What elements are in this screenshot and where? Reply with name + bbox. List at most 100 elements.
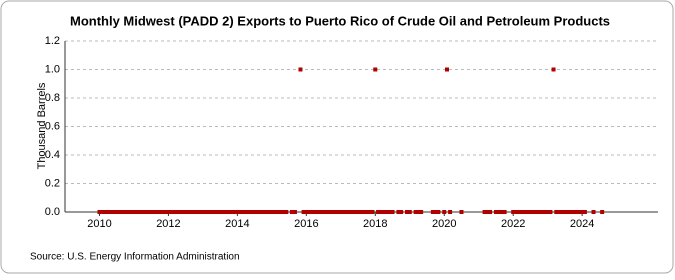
marker: [513, 210, 518, 214]
marker: [499, 210, 504, 214]
y-tick-label: 1.2: [45, 35, 60, 47]
marker: [332, 210, 337, 214]
marker: [327, 210, 332, 214]
marker: [502, 210, 507, 214]
marker: [496, 210, 501, 214]
marker: [545, 210, 550, 214]
marker: [405, 210, 410, 214]
marker: [341, 210, 346, 214]
marker: [390, 210, 395, 214]
marker: [195, 210, 200, 214]
marker: [350, 210, 355, 214]
marker: [370, 210, 375, 214]
marker: [384, 210, 389, 214]
marker: [215, 210, 220, 214]
marker: [249, 210, 254, 214]
marker: [537, 210, 542, 214]
chart-title: Monthly Midwest (PADD 2) Exports to Puer…: [70, 13, 610, 28]
marker: [267, 210, 272, 214]
marker: [235, 210, 240, 214]
marker: [252, 210, 257, 214]
marker: [534, 210, 539, 214]
marker: [272, 210, 277, 214]
marker: [580, 210, 585, 214]
y-tick-label: 0.0: [45, 206, 60, 218]
marker: [106, 210, 111, 214]
y-tick-label: 0.4: [45, 149, 60, 161]
marker: [381, 210, 386, 214]
y-tick-label: 0.6: [45, 120, 60, 132]
marker: [318, 210, 323, 214]
marker: [298, 67, 303, 72]
marker: [445, 67, 450, 72]
marker: [281, 210, 286, 214]
marker: [433, 210, 438, 214]
marker: [172, 210, 177, 214]
marker: [344, 210, 349, 214]
marker: [554, 210, 559, 214]
marker: [229, 210, 234, 214]
marker: [364, 210, 369, 214]
marker: [519, 210, 524, 214]
marker: [275, 210, 280, 214]
marker: [212, 210, 217, 214]
marker: [373, 67, 378, 72]
marker: [206, 210, 211, 214]
marker: [218, 210, 223, 214]
marker: [571, 210, 576, 214]
marker: [430, 210, 435, 214]
marker: [548, 210, 553, 214]
marker: [338, 210, 343, 214]
marker: [361, 210, 366, 214]
marker: [562, 210, 567, 214]
marker: [347, 210, 352, 214]
marker: [97, 210, 102, 214]
marker: [108, 210, 113, 214]
y-tick-label: 1.0: [45, 63, 60, 75]
marker: [143, 210, 148, 214]
marker: [324, 210, 329, 214]
marker: [485, 210, 490, 214]
marker: [232, 210, 237, 214]
y-tick-label: 0.8: [45, 92, 60, 104]
marker: [224, 210, 229, 214]
x-tick-label: 2012: [156, 218, 180, 230]
marker: [416, 210, 421, 214]
marker: [407, 210, 412, 214]
marker: [493, 210, 498, 214]
marker: [574, 210, 579, 214]
marker: [177, 210, 182, 214]
marker: [600, 210, 605, 214]
marker: [114, 210, 119, 214]
marker: [442, 210, 447, 214]
marker: [539, 210, 544, 214]
marker: [301, 210, 306, 214]
marker: [129, 210, 134, 214]
marker: [379, 210, 384, 214]
marker: [189, 210, 194, 214]
marker: [315, 210, 320, 214]
marker: [289, 210, 294, 214]
marker: [155, 210, 160, 214]
marker: [517, 210, 522, 214]
marker: [488, 210, 493, 214]
marker: [330, 210, 335, 214]
marker: [321, 210, 326, 214]
marker: [542, 210, 547, 214]
marker: [367, 210, 372, 214]
marker: [419, 210, 424, 214]
marker: [183, 210, 188, 214]
marker: [160, 210, 165, 214]
marker: [166, 210, 171, 214]
marker: [137, 210, 142, 214]
marker: [226, 210, 231, 214]
marker: [220, 210, 225, 214]
marker: [448, 210, 453, 214]
marker: [241, 210, 246, 214]
marker: [263, 210, 268, 214]
x-tick-label: 2020: [432, 218, 456, 230]
marker: [557, 210, 562, 214]
marker: [100, 210, 105, 214]
marker: [591, 210, 596, 214]
marker: [353, 210, 358, 214]
